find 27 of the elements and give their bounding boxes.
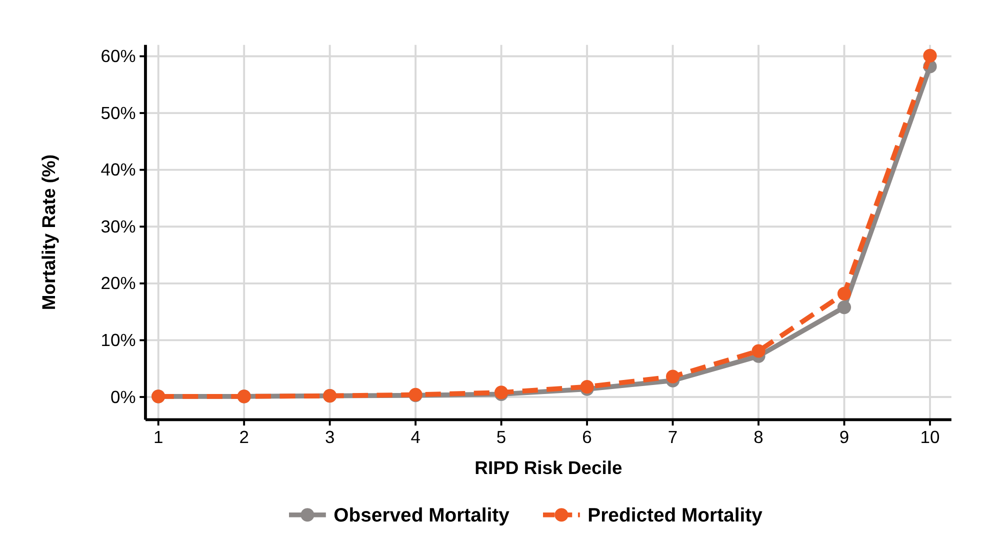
y-tick-label: 0% <box>110 386 136 407</box>
y-tick-label: 30% <box>100 216 136 236</box>
point <box>923 48 937 62</box>
y-tick-label: 10% <box>100 330 136 350</box>
y-axis-title: Mortality Rate (%) <box>38 154 60 310</box>
x-tick-label: 10 <box>920 427 940 448</box>
point <box>666 370 680 384</box>
x-tick-label: 2 <box>239 427 249 448</box>
x-tick-label: 1 <box>153 427 164 448</box>
y-tick-label: 60% <box>100 46 136 66</box>
point <box>837 286 852 300</box>
legend-label: Predicted Mortality <box>588 504 763 527</box>
x-axis-title: RIPD Risk Decile <box>474 457 622 478</box>
x-tick-label: 9 <box>839 427 850 448</box>
point <box>837 300 852 314</box>
x-tick-label: 7 <box>668 427 678 448</box>
legend-label: Observed Mortality <box>334 504 510 527</box>
y-tick-label: 50% <box>100 102 136 123</box>
x-tick-label: 4 <box>410 427 421 448</box>
y-tick-label: 20% <box>100 273 136 294</box>
point <box>580 380 594 394</box>
x-tick-label: 3 <box>324 427 335 448</box>
point <box>752 344 766 358</box>
x-tick-label: 5 <box>496 427 506 448</box>
x-tick-label: 8 <box>754 427 764 448</box>
x-tick-label: 6 <box>582 427 592 448</box>
y-tick-label: 40% <box>100 160 136 180</box>
